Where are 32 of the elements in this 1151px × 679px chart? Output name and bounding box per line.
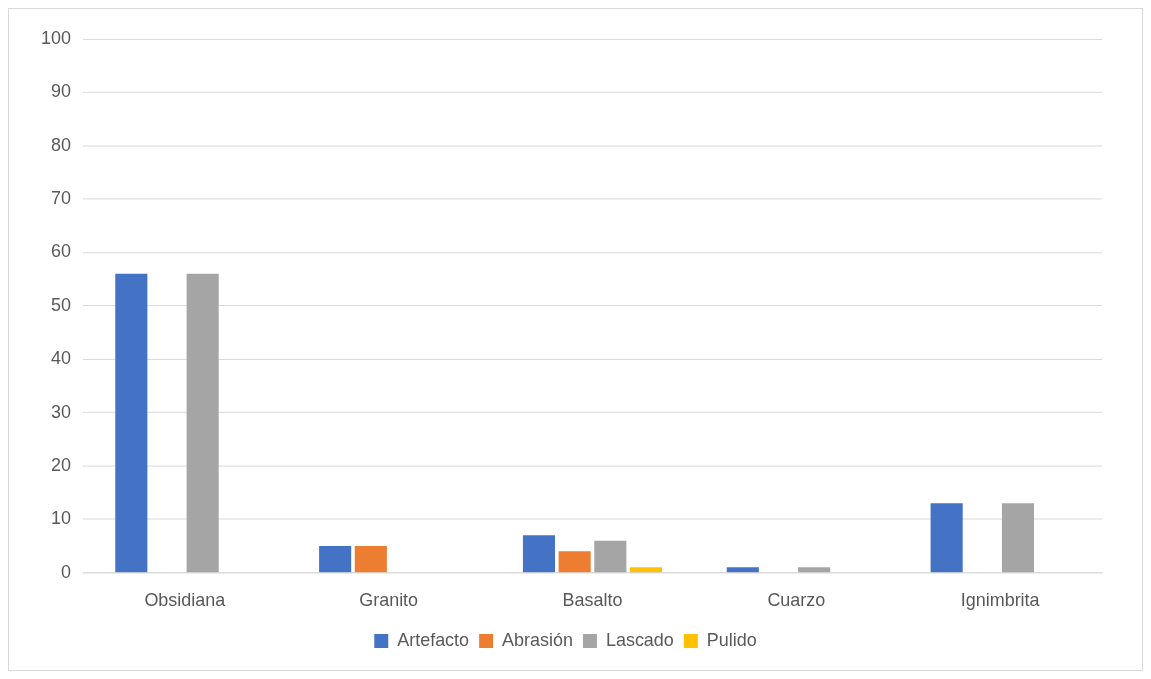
y-tick-label: 90 xyxy=(50,81,71,102)
y-tick-label: 20 xyxy=(50,454,71,475)
legend-label: Lascado xyxy=(605,630,674,651)
bar xyxy=(1001,503,1035,573)
legend-label: Pulido xyxy=(706,630,757,651)
x-tick-label: Granito xyxy=(359,590,419,611)
x-tick-label: Obsidiana xyxy=(144,590,226,611)
bar xyxy=(930,503,963,573)
y-tick-label: 40 xyxy=(50,348,71,369)
bar xyxy=(594,540,627,573)
bar xyxy=(726,567,759,573)
y-tick-label: 100 xyxy=(40,27,71,48)
legend-label: Abrasión xyxy=(502,630,573,651)
y-tick-label: 0 xyxy=(60,561,71,582)
x-tick-label: Cuarzo xyxy=(767,590,826,611)
bar xyxy=(115,273,148,573)
y-tick-label: 10 xyxy=(50,508,71,529)
bar xyxy=(798,567,831,573)
bar xyxy=(319,546,352,573)
bar xyxy=(522,535,556,573)
bar xyxy=(558,551,591,573)
legend-label: Artefacto xyxy=(397,630,470,651)
y-tick-label: 70 xyxy=(50,188,71,208)
y-tick-label: 60 xyxy=(50,241,71,262)
bar xyxy=(186,273,219,573)
bar xyxy=(354,546,387,573)
y-tick-label: 50 xyxy=(50,294,71,315)
y-tick-label: 30 xyxy=(50,401,71,422)
x-tick-label: Basalto xyxy=(562,590,623,611)
x-tick-label: Ignimbrita xyxy=(960,590,1040,611)
y-tick-label: 80 xyxy=(50,134,71,155)
bar xyxy=(629,567,663,573)
